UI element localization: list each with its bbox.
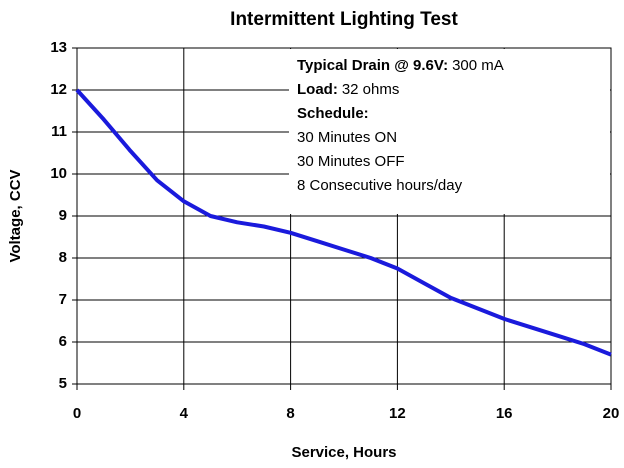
- annotation-bold: Load:: [297, 81, 338, 98]
- x-axis-label: Service, Hours: [291, 444, 396, 461]
- y-tick-label: 9: [59, 207, 67, 224]
- annotation-text: 8 Consecutive hours/day: [297, 177, 463, 194]
- y-tick-label: 13: [50, 39, 67, 56]
- y-tick-label: 12: [50, 81, 67, 98]
- y-tick-label: 8: [59, 249, 67, 266]
- x-tick-label: 16: [496, 405, 513, 422]
- annotation-bold: Schedule:: [297, 105, 369, 122]
- annotation-box: [289, 49, 610, 214]
- x-tick-label: 0: [73, 405, 81, 422]
- x-tick-label: 20: [603, 405, 620, 422]
- x-tick-label: 8: [286, 405, 294, 422]
- y-tick-label: 5: [59, 375, 67, 392]
- x-tick-label: 12: [389, 405, 406, 422]
- annotation-bold: Typical Drain @ 9.6V:: [297, 57, 448, 74]
- annotation-text: 30 Minutes ON: [297, 129, 397, 146]
- chart-title: Intermittent Lighting Test: [230, 9, 458, 30]
- plot-frame: [76, 47, 612, 385]
- annotation-line: 8 Consecutive hours/day: [297, 177, 463, 194]
- y-tick-label: 11: [51, 123, 67, 140]
- annotation-text: 300 mA: [452, 57, 504, 74]
- y-tick-label: 7: [59, 291, 67, 308]
- annotation-line: Schedule:: [297, 105, 369, 122]
- y-axis-label: Voltage, CCV: [7, 169, 24, 262]
- y-tick-label: 10: [50, 165, 67, 182]
- annotation-line: 30 Minutes OFF: [297, 153, 405, 170]
- x-tick-label: 4: [180, 405, 189, 422]
- annotation-line: Load: 32 ohms: [297, 81, 399, 98]
- annotation-line: Typical Drain @ 9.6V: 300 mA: [297, 57, 504, 74]
- annotation-text: 30 Minutes OFF: [297, 153, 405, 170]
- y-tick-label: 6: [59, 333, 67, 350]
- data-line: [75, 88, 612, 357]
- annotation-text: 32 ohms: [342, 81, 400, 98]
- annotation-line: 30 Minutes ON: [297, 129, 397, 146]
